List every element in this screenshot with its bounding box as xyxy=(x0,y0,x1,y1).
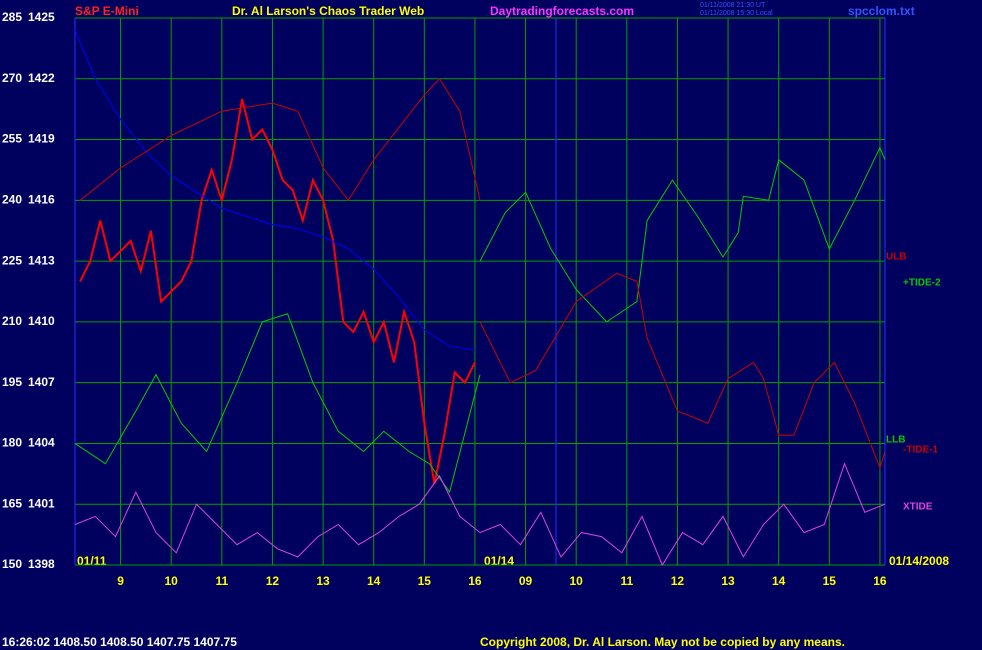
y-tick-label: 285 xyxy=(2,10,22,24)
y-tick-label: 165 xyxy=(2,496,22,510)
y2-tick-label: 1413 xyxy=(28,253,55,267)
series-line xyxy=(74,462,886,567)
file-name: spcclom.txt xyxy=(848,4,915,18)
x-tick-label: 14 xyxy=(367,574,381,588)
x-tick-label: 13 xyxy=(316,574,330,588)
y2-tick-label: 1398 xyxy=(28,557,55,571)
y2-tick-label: 1401 xyxy=(28,496,55,510)
series-line xyxy=(479,272,886,470)
x-tick-label: 16 xyxy=(873,574,887,588)
y-tick-label: 255 xyxy=(2,132,22,146)
symbol: S&P E-Mini xyxy=(75,4,139,18)
x-tick-label: 09 xyxy=(519,574,533,588)
timestamp: 01/11/2008 21:30 UT xyxy=(700,2,766,9)
x-tick-label: 14 xyxy=(772,574,786,588)
date-label: 01/11 xyxy=(77,554,107,568)
x-tick-label: 15 xyxy=(418,574,432,588)
y-tick-label: 195 xyxy=(2,375,22,389)
x-tick-label: 9 xyxy=(117,574,124,588)
y-tick-label: 150 xyxy=(2,557,22,571)
y2-tick-label: 1404 xyxy=(28,436,55,450)
x-tick-label: 12 xyxy=(266,574,280,588)
x-tick-label: 16 xyxy=(468,574,482,588)
copyright: Copyright 2008, Dr. Al Larson. May not b… xyxy=(480,635,845,649)
series-line xyxy=(74,313,481,494)
series-label: ULB xyxy=(886,252,907,263)
series-label: XTIDE xyxy=(903,502,933,513)
y2-tick-label: 1419 xyxy=(28,132,55,146)
date-label: 01/14/2008 xyxy=(889,554,949,568)
y2-tick-label: 1407 xyxy=(28,375,55,389)
chart-title: Dr. Al Larson's Chaos Trader Web xyxy=(232,4,424,18)
series-line xyxy=(79,77,481,202)
x-tick-label: 12 xyxy=(671,574,685,588)
series-line xyxy=(79,98,476,485)
timestamp: 01/11/2008 15:30 Local xyxy=(700,10,773,17)
y2-tick-label: 1422 xyxy=(28,71,55,85)
series-label: +TIDE-2 xyxy=(903,278,941,289)
status-line: 16:26:02 1408.50 1408.50 1407.75 1407.75 xyxy=(2,635,237,649)
date-label: 01/14 xyxy=(484,554,514,568)
x-tick-label: 11 xyxy=(215,574,228,588)
y-tick-label: 270 xyxy=(2,71,22,85)
x-tick-label: 11 xyxy=(620,574,633,588)
x-tick-label: 10 xyxy=(570,574,584,588)
x-tick-label: 15 xyxy=(823,574,837,588)
series-line xyxy=(74,30,475,351)
y-tick-label: 240 xyxy=(2,193,22,207)
website: Daytradingforecasts.com xyxy=(490,4,634,18)
y-tick-label: 180 xyxy=(2,436,22,450)
series-label: LLB xyxy=(886,435,905,446)
y2-tick-label: 1425 xyxy=(28,10,55,24)
y-tick-label: 210 xyxy=(2,314,22,328)
series-line xyxy=(479,146,886,323)
x-tick-label: 10 xyxy=(165,574,179,588)
y-tick-label: 225 xyxy=(2,253,22,267)
series-label: -TIDE-1 xyxy=(903,445,938,456)
y2-tick-label: 1410 xyxy=(28,314,55,328)
y2-tick-label: 1416 xyxy=(28,193,55,207)
x-tick-label: 13 xyxy=(721,574,735,588)
